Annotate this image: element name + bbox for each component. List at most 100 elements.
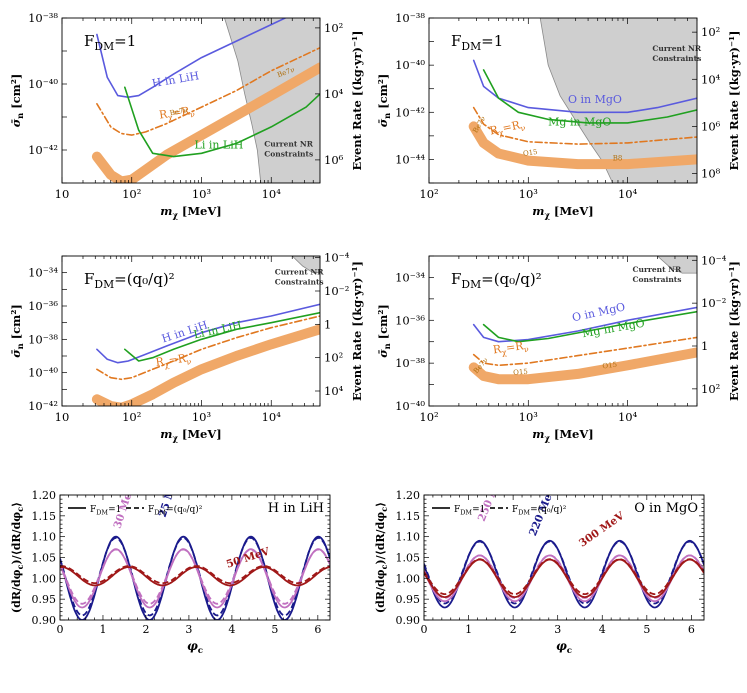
mod-curve-30-mev-dashed bbox=[60, 548, 330, 605]
label-part: =R bbox=[171, 104, 191, 119]
y-axis-label-text-part: c bbox=[380, 564, 389, 569]
right-tick-label: 10⁻² bbox=[701, 296, 726, 310]
y-axis-label-text: (dR/dφc)/⟨dR/dφc⟩ bbox=[10, 502, 25, 613]
right-axis-label: Event Rate [(kg·yr)⁻¹] bbox=[350, 261, 364, 401]
constraint-label: Current NR bbox=[633, 265, 682, 274]
x-tick-label: 2 bbox=[142, 623, 149, 636]
legend: FDM=1 FDM=(q₀/q)² bbox=[68, 504, 203, 516]
x-axis-label-part: χ bbox=[544, 210, 550, 220]
x-tick-label: 1 bbox=[465, 623, 472, 636]
constraint-region bbox=[539, 18, 697, 183]
label-part: χ bbox=[501, 348, 507, 358]
x-axis-label-part: χ bbox=[172, 210, 178, 220]
panel-title: H in LiH bbox=[268, 501, 324, 516]
panel-title-part: F bbox=[84, 32, 94, 50]
constraint-label: Current NR bbox=[264, 140, 313, 149]
panel-title-part: DM bbox=[461, 278, 481, 291]
mod-curve-300-mev-solid bbox=[424, 558, 704, 599]
y-tick-label: 10⁻³⁸ bbox=[28, 332, 58, 346]
series-label: H in LiH bbox=[151, 69, 200, 90]
panel-title-part: DM bbox=[461, 40, 481, 53]
series-mg-in-mgo bbox=[482, 310, 697, 343]
right-tick-label: 10⁻⁴ bbox=[701, 253, 727, 267]
series-h-in-lih bbox=[96, 18, 288, 98]
series-label: Rχ=Rν bbox=[158, 104, 195, 124]
legend-dashed-label-part: =(q₀/q)² bbox=[530, 504, 567, 515]
constraint-label: Constraints bbox=[633, 275, 682, 284]
right-axis-label-text: Event Rate [(kg·yr)⁻¹] bbox=[727, 261, 741, 401]
constraint-label: Constraints bbox=[264, 150, 313, 159]
right-tick-label: 10² bbox=[324, 21, 343, 35]
y-axis-label-text-part: n bbox=[382, 113, 392, 119]
mod-curve-50-mev-dashed bbox=[60, 565, 330, 584]
series-mg-in-mgo bbox=[482, 69, 697, 124]
right-tick-label: 1 bbox=[324, 317, 331, 331]
panel-title-part: DM bbox=[94, 278, 114, 291]
constraint-region bbox=[656, 256, 697, 274]
legend: FDM=1 FDM=(q₀/q)² bbox=[432, 504, 567, 516]
legend-dashed-label-part: DM bbox=[154, 508, 166, 516]
mod-curve-25-mev-solid bbox=[60, 535, 330, 620]
series-o-in-mgo bbox=[472, 306, 697, 343]
panel-title-part: DM bbox=[94, 40, 114, 53]
x-tick-label: 3 bbox=[185, 623, 192, 636]
axes-frame bbox=[428, 255, 698, 407]
y-axis-label-text-part: [cm²] bbox=[376, 304, 390, 343]
legend-solid-label-part: =1 bbox=[472, 505, 485, 515]
series-label: Li in LiH bbox=[195, 138, 244, 151]
x-axis-label-part: χ bbox=[172, 433, 178, 443]
legend-solid-label: FDM=1 bbox=[90, 505, 121, 516]
x-axis-label-part: m bbox=[532, 204, 544, 218]
x-tick-label: 1 bbox=[99, 623, 106, 636]
legend-solid-label-part: F bbox=[90, 505, 96, 515]
x-axis-label-part: m bbox=[160, 427, 172, 441]
y-tick-label: 10⁻³⁸ bbox=[28, 11, 58, 25]
x-axis-label-part: [MeV] bbox=[178, 427, 222, 441]
y-axis-label-text: (dR/dφc)/⟨dR/dφc⟩ bbox=[374, 502, 389, 613]
right-tick-label: 10⁴ bbox=[324, 87, 344, 101]
band-annotation: O15 bbox=[602, 361, 618, 371]
y-axis-label: (dR/dφc)/⟨dR/dφc⟩ bbox=[374, 502, 389, 613]
band-annotation: Be7ν bbox=[169, 106, 188, 117]
y-tick-label: 10⁻³⁶ bbox=[395, 313, 425, 327]
x-axis-label: mχ [MeV] bbox=[160, 204, 221, 220]
y-tick-label: 10⁻⁴⁰ bbox=[395, 58, 425, 72]
right-axis-label-text: Event Rate [(kg·yr)⁻¹] bbox=[350, 31, 364, 171]
panel-title-part: =(q₀/q)² bbox=[114, 270, 175, 288]
y-axis-label: (dR/dφc)/⟨dR/dφc⟩ bbox=[10, 502, 25, 613]
band-annotation: B8 bbox=[613, 155, 623, 163]
series-be7- bbox=[91, 62, 320, 183]
y-axis-label-text-part: [cm²] bbox=[9, 304, 23, 343]
legend-solid-label-part: DM bbox=[460, 508, 472, 516]
legend-solid-label-part: DM bbox=[96, 508, 108, 516]
panel-title-part: =1 bbox=[481, 32, 503, 50]
x-tick-label: 10² bbox=[122, 187, 141, 201]
x-axis-label-part: φ bbox=[556, 639, 567, 653]
y-tick-label: 10⁻⁴⁰ bbox=[395, 399, 425, 413]
panel-title-part: =(q₀/q)² bbox=[481, 270, 542, 288]
right-tick-label: 10⁸ bbox=[701, 167, 721, 181]
label-part: χ bbox=[164, 360, 170, 370]
right-axis-label: Event Rate [(kg·yr)⁻¹] bbox=[350, 31, 364, 171]
series-r-r- bbox=[96, 46, 320, 136]
panel-title-part: F bbox=[84, 270, 94, 288]
y-axis-label-text-part: c bbox=[380, 507, 389, 512]
constraint-label: Constraints bbox=[652, 54, 701, 63]
label-part: =R bbox=[505, 339, 525, 354]
band-annotation: O15 bbox=[513, 368, 528, 377]
y-axis-label-text-part: ⟩ bbox=[374, 502, 387, 507]
series-band bbox=[91, 324, 320, 406]
y-tick-label: 1.05 bbox=[32, 552, 57, 565]
y-tick-label: 1.00 bbox=[396, 572, 421, 585]
series-r-r- bbox=[96, 315, 320, 381]
y-tick-label: 0.90 bbox=[396, 614, 421, 627]
x-axis-label: mχ [MeV] bbox=[160, 427, 221, 443]
series-h-in-lih bbox=[96, 303, 320, 364]
y-tick-label: 1.10 bbox=[32, 531, 57, 544]
series-li-in-lih bbox=[124, 311, 320, 362]
y-tick-label: 1.20 bbox=[32, 489, 57, 502]
